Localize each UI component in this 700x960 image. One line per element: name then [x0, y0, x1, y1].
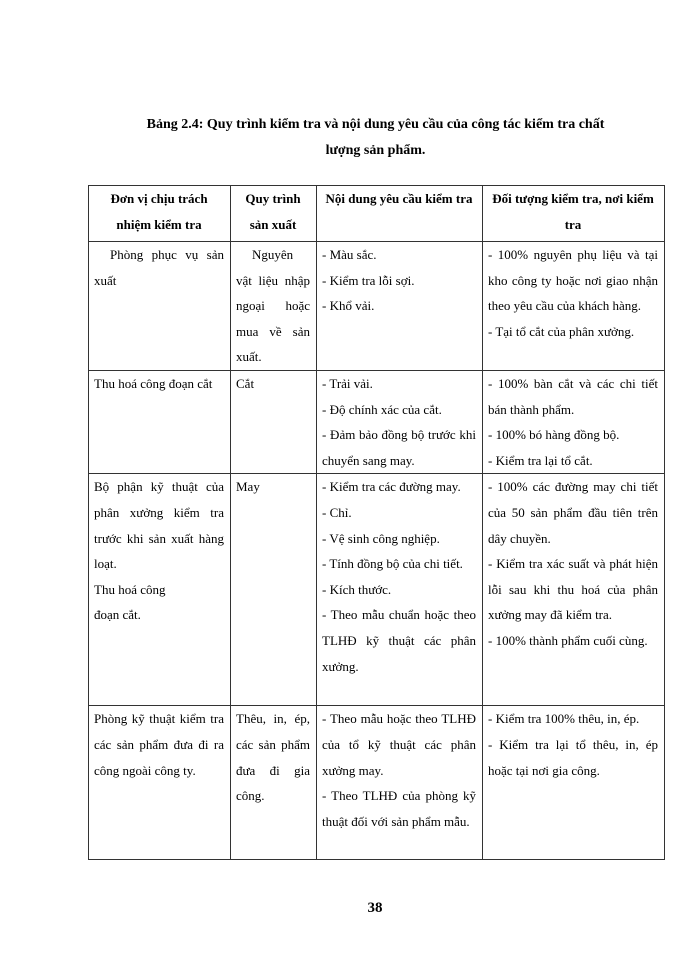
cell-line: Cắt [236, 375, 255, 391]
cell-content: - Màu sắc. - Kiểm tra lỗi sợi. - Khổ vải. [316, 241, 483, 371]
cell-line: - Khổ vải. [322, 298, 375, 314]
cell-line: - Màu sắc. [322, 247, 377, 262]
cell-line: Bộ phận kỹ thuật của phân xưởng kiểm tra… [94, 479, 224, 572]
cell-unit: Thu hoá công đoạn cắt [88, 369, 231, 475]
cell-line: - Tại tổ cắt của phân xưởng. [488, 323, 635, 339]
table-row: Thu hoá công đoạn cắt Cắt - Trải vải. - Độ … [88, 369, 665, 475]
inspection-table: Đơn vị chịu trách nhiệm kiểm tra Quy trì… [88, 185, 665, 861]
table-row: Phòng phục vụ sản xuất Nguyên vật liệu nh… [88, 241, 665, 371]
header-unit: Đơn vị chịu trách nhiệm kiểm tra [88, 185, 231, 242]
header-target: Đối tượng kiểm tra, nơi kiểm tra [482, 185, 665, 242]
cell-line: Thu hoá công [94, 581, 166, 597]
caption-line-1: Bảng 2.4: Quy trình kiểm tra và nội dung… [146, 117, 605, 132]
cell-line: - Kiểm tra lại tổ thêu, in, ép hoặc tại … [488, 736, 658, 778]
table-caption: Bảng 2.4: Quy trình kiểm tra và nội dung… [88, 112, 663, 164]
cell-target: - 100% bàn cắt và các chi tiết bán thành… [482, 369, 665, 475]
cell-target: - 100% các đường may chi tiết của 50 sản… [482, 473, 665, 707]
caption-line-2: lượng sản phẩm. [325, 143, 426, 158]
cell-line: Nguyên vật liệu nhập ngoại hoặc mua về s… [236, 247, 310, 365]
cell-unit: Phòng phục vụ sản xuất [88, 241, 231, 371]
cell-line: - Kiểm tra 100% thêu, in, ép. [488, 711, 640, 727]
cell-process: Thêu, in, ép, các sản phẩm đưa đi gia cô… [230, 705, 317, 861]
cell-line: - Theo mẫu chuẩn hoặc theo TLHĐ kỹ thuật… [322, 607, 476, 674]
cell-line: - Tính đồng bộ của chi tiết. [322, 556, 463, 572]
cell-process: May [230, 473, 317, 707]
cell-line: - 100% bó hàng đồng bộ. [488, 427, 620, 443]
cell-line: - Kiểm tra lại tổ cắt. [488, 452, 593, 468]
cell-line: - 100% thành phẩm cuối cùng. [488, 632, 648, 648]
cell-line: - 100% nguyên phụ liệu và tại kho công t… [488, 247, 658, 314]
cell-line: Thu hoá công đoạn cắt [94, 375, 213, 391]
cell-line: - Theo mẫu hoặc theo TLHĐ của tổ kỹ thuậ… [322, 711, 476, 778]
cell-unit: Bộ phận kỹ thuật của phân xưởng kiểm tra… [88, 473, 231, 707]
cell-target: - 100% nguyên phụ liệu và tại kho công t… [482, 241, 665, 371]
cell-line: Thêu, in, ép, các sản phẩm đưa đi gia cô… [236, 711, 310, 804]
cell-content: - Theo mẫu hoặc theo TLHĐ của tổ kỹ thuậ… [316, 705, 483, 861]
cell-line: - Đảm bảo đồng bộ trước khi chuyển sang … [322, 427, 476, 468]
cell-line: May [236, 479, 260, 495]
cell-line: Phòng kỹ thuật kiểm tra các sản phẩm đưa… [94, 711, 224, 778]
cell-content: - Kiểm tra các đường may. - Chỉ. - Vệ sinh… [316, 473, 483, 707]
table-row: Bộ phận kỹ thuật của phân xưởng kiểm tra… [88, 473, 665, 707]
cell-target: - Kiểm tra 100% thêu, in, ép. - Kiểm tra … [482, 705, 665, 861]
cell-process: Cắt [230, 369, 317, 475]
page-number: 38 [367, 900, 383, 916]
table-row: Phòng kỹ thuật kiểm tra các sản phẩm đưa… [88, 705, 665, 861]
cell-line: - Chỉ. [322, 504, 352, 520]
cell-line: - Kích thước. [322, 581, 392, 597]
cell-line: - Theo TLHĐ của phòng kỹ thuật đối với s… [322, 788, 476, 829]
header-row: Đơn vị chịu trách nhiệm kiểm tra Quy trì… [88, 185, 665, 242]
cell-line: - Độ chính xác của cắt. [322, 401, 442, 417]
cell-line: - Trải vải. [322, 375, 373, 391]
cell-line: - Kiểm tra xác suất và phát hiện lỗi sau… [488, 556, 658, 623]
cell-line: - 100% bàn cắt và các chi tiết bán thành… [488, 375, 658, 417]
cell-line: Phòng phục vụ sản xuất [94, 247, 224, 288]
header-process: Quy trình sản xuất [230, 185, 317, 242]
cell-process: Nguyên vật liệu nhập ngoại hoặc mua về s… [230, 241, 317, 371]
cell-content: - Trải vải. - Độ chính xác của cắt. - Đảm … [316, 369, 483, 475]
cell-line: - Vệ sinh công nghiệp. [322, 530, 440, 546]
cell-unit: Phòng kỹ thuật kiểm tra các sản phẩm đưa… [88, 705, 231, 861]
cell-line: - Kiểm tra lỗi sợi. [322, 272, 415, 288]
cell-line: - 100% các đường may chi tiết của 50 sản… [488, 479, 658, 546]
header-content: Nội dung yêu cầu kiểm tra [316, 185, 483, 242]
cell-line: đoạn cắt. [94, 607, 141, 623]
cell-line: - Kiểm tra các đường may. [322, 479, 461, 495]
